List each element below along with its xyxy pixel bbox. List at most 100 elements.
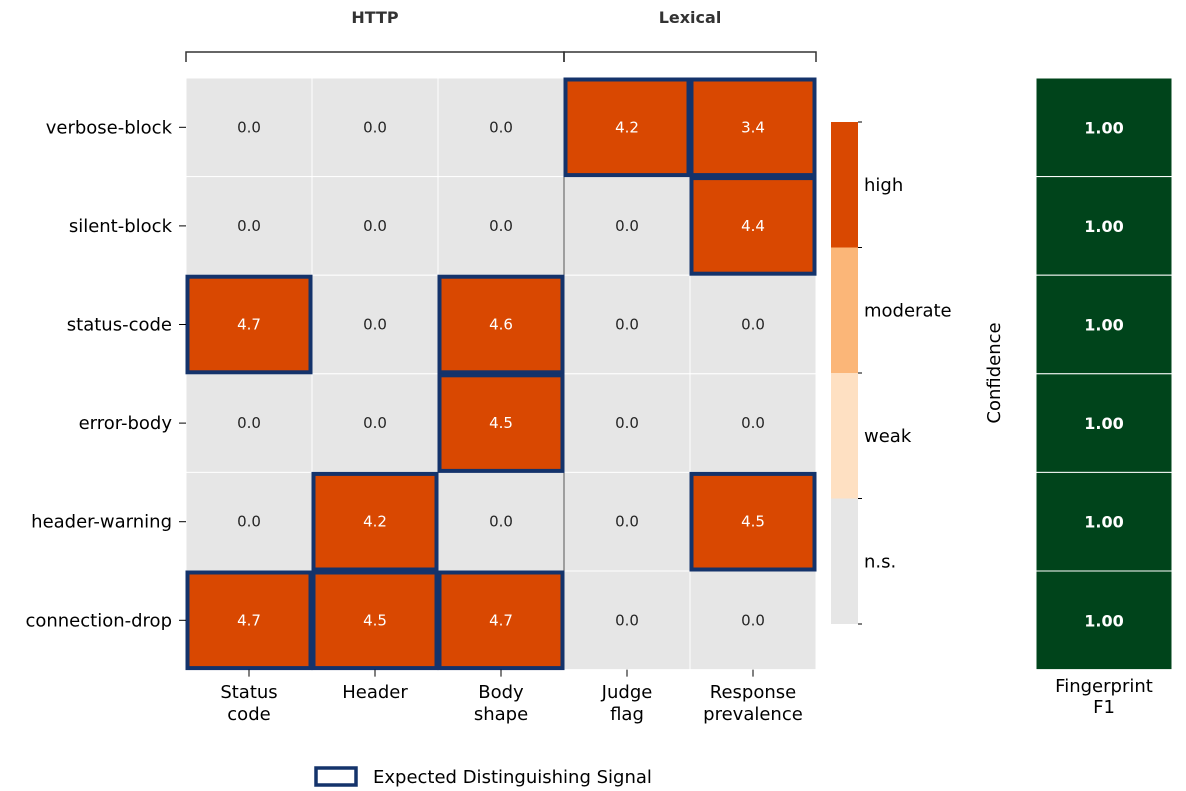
column-label-line: Body (478, 682, 524, 703)
cell-value-label: 4.2 (615, 118, 639, 136)
heatmap-cell (437, 176, 565, 276)
column-label-line: Judge (601, 682, 653, 703)
f1-cell (1035, 176, 1173, 276)
row-label: error-body (79, 413, 173, 434)
expected-signal-border (689, 176, 817, 276)
cell-value-label: 4.7 (489, 611, 513, 629)
f1-cell (1035, 471, 1173, 572)
heatmap-cell (563, 373, 691, 473)
legend-swatch (314, 766, 358, 787)
column-label: Status code (220, 682, 277, 725)
heatmap-cell (185, 176, 313, 276)
cell-value-label: 4.5 (741, 513, 765, 531)
expected-signal-border (689, 77, 817, 178)
group-label: Lexical (659, 8, 722, 27)
cell-value-label: 0.0 (741, 316, 765, 334)
f1-value-label: 1.00 (1084, 611, 1123, 630)
row-label: verbose-block (46, 117, 173, 138)
group-bracket (185, 51, 565, 62)
cell-value-label: 0.0 (741, 414, 765, 432)
column-label: Body shape (474, 682, 528, 725)
expected-signal-border (563, 77, 691, 178)
cell-value-label: 4.7 (237, 316, 261, 334)
heatmap-cell (437, 77, 565, 178)
heatmap-cell (437, 274, 565, 375)
cell-value-label: 0.0 (237, 513, 261, 531)
expected-signal-border (311, 570, 439, 671)
column-label: Header (342, 682, 408, 703)
expected-signal-border (185, 274, 313, 375)
cell-value-label: 0.0 (363, 414, 387, 432)
cell-value-label: 0.0 (237, 217, 261, 235)
heatmap-cell (185, 373, 313, 473)
column-label-line: code (227, 704, 270, 725)
heatmap-cell (563, 176, 691, 276)
heatmap-cell (311, 373, 439, 473)
cell-value-label: 4.7 (237, 611, 261, 629)
cell-value-label: 0.0 (237, 414, 261, 432)
cell-value-label: 0.0 (489, 513, 513, 531)
cell-value-label: 0.0 (363, 118, 387, 136)
expected-signal-border (689, 471, 817, 572)
colorbar-segment (831, 247, 858, 373)
f1-value-label: 1.00 (1084, 513, 1123, 532)
colorbar-segment (831, 498, 858, 624)
f1-panel: 1.00 1.00 1.00 1.00 1.00 1.00 Fingerprint F1 (1035, 77, 1173, 718)
heatmap-cell (437, 570, 565, 671)
heatmap-cell (689, 373, 817, 473)
heatmap-cell (563, 274, 691, 375)
cell-value-label: 0.0 (363, 217, 387, 235)
cell-value-label: 4.6 (489, 316, 513, 334)
column-label-line: flag (610, 704, 644, 725)
cell-value-label: 4.4 (741, 217, 765, 235)
colorbar-level-label: moderate (864, 300, 952, 321)
heatmap-cell (311, 176, 439, 276)
colorbar-level-label: high (864, 175, 903, 196)
cell-value-label: 0.0 (615, 217, 639, 235)
f1-axis-label: Fingerprint F1 (1055, 676, 1153, 718)
column-label-line: prevalence (703, 704, 803, 725)
expected-borders (185, 77, 817, 671)
cell-value-label: 0.0 (615, 414, 639, 432)
colorbar-level-label: weak (864, 426, 912, 447)
heatmap-cell (437, 373, 565, 473)
f1-cell (1035, 77, 1173, 178)
heatmap-cell (185, 570, 313, 671)
colorbar-segment (831, 373, 858, 499)
cell-value-label: 4.5 (489, 414, 513, 432)
heatmap-cell (689, 77, 817, 178)
f1-axis-label-line: F1 (1093, 697, 1115, 718)
cell-value-label: 0.0 (615, 513, 639, 531)
axis-labels: verbose-block silent-block status-code erro… (25, 117, 802, 725)
colorbar-level-label: n.s. (864, 551, 896, 572)
row-label: status-code (67, 315, 172, 336)
confidence-colorbar: n.s. weak moderate high Confidence (831, 121, 1005, 625)
cell-value-label: 4.2 (363, 513, 387, 531)
column-label: Response prevalence (703, 682, 803, 725)
f1-cell (1035, 274, 1173, 375)
expected-signal-border (437, 373, 565, 473)
column-label: Judge flag (601, 682, 653, 725)
expected-signal-border (185, 570, 313, 671)
heatmap-cell (689, 176, 817, 276)
expected-signal-border (437, 274, 565, 375)
group-bracket (563, 51, 817, 62)
heatmap-cell (311, 570, 439, 671)
row-label: silent-block (69, 216, 173, 237)
f1-cell (1035, 570, 1173, 671)
heatmap-cell (185, 77, 313, 178)
column-label-line: Status (220, 682, 277, 703)
heatmap-cell (437, 471, 565, 572)
f1-value-label: 1.00 (1084, 118, 1123, 137)
cell-value-label: 0.0 (489, 118, 513, 136)
legend: Expected Distinguishing Signal (314, 766, 652, 788)
cell-value-label: 0.0 (237, 118, 261, 136)
cell-value-label: 0.0 (615, 316, 639, 334)
colorbar-title: Confidence (984, 322, 1005, 423)
column-label-line: shape (474, 704, 528, 725)
cell-value-label: 4.5 (363, 611, 387, 629)
cell-value-label: 0.0 (741, 611, 765, 629)
group-label: HTTP (351, 8, 399, 27)
row-label: header-warning (31, 512, 172, 533)
